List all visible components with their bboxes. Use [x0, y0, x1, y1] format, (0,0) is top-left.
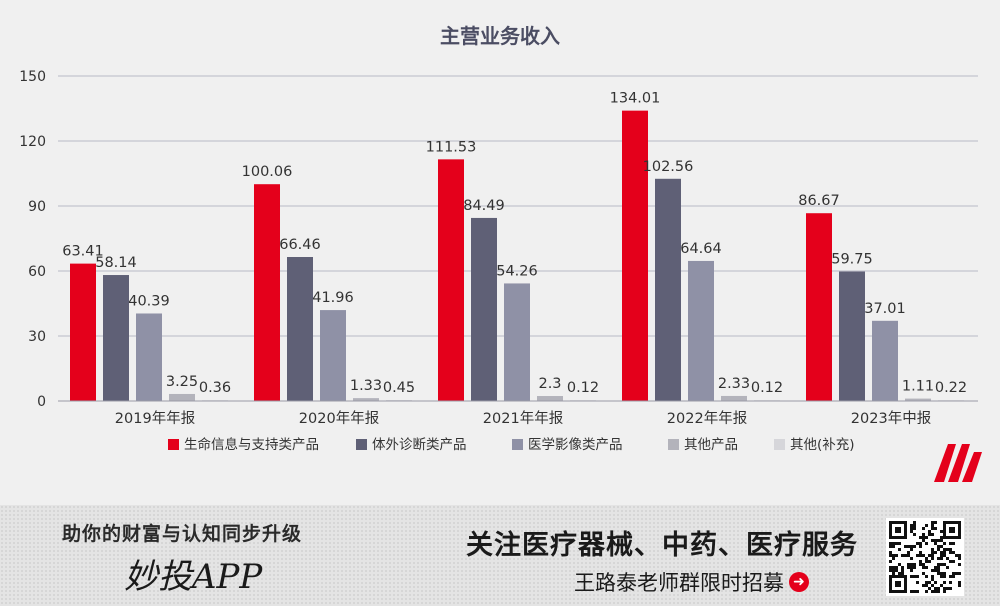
data-label: 0.45: [383, 380, 415, 396]
promo-footer: 助你的财富与认知同步升级 妙投APP 关注医疗器械、中药、医疗服务 王路泰老师群…: [0, 505, 1000, 606]
legend-swatch: [668, 439, 679, 450]
bar: [254, 184, 280, 401]
bar: [504, 283, 530, 401]
bar: [353, 398, 379, 401]
bar: [471, 217, 497, 401]
data-label: 111.53: [426, 139, 477, 155]
bar: [287, 257, 313, 401]
data-label: 1.11: [902, 379, 934, 395]
bar: [320, 310, 346, 401]
bar: [438, 159, 464, 401]
legend-swatch: [774, 439, 785, 450]
grid-layer: 0 30 60 90 120 150: [19, 69, 978, 410]
x-axis: 2019年年报 2020年年报 2021年年报 2022年年报 2023年中报: [58, 400, 978, 427]
bar: [70, 263, 96, 401]
bar: [721, 395, 747, 401]
legend-swatch: [168, 439, 179, 450]
data-label: 3.25: [166, 374, 198, 390]
data-label: 41.96: [312, 290, 354, 306]
bar: [905, 398, 931, 401]
data-label: 134.01: [610, 91, 661, 107]
bar: [688, 260, 714, 401]
data-label: 0.12: [751, 380, 783, 396]
data-label: 37.01: [864, 301, 906, 317]
data-label: 66.46: [279, 237, 321, 253]
x-tick-label: 2022年年报: [667, 410, 747, 427]
recruit-text: 王路泰老师群限时招募: [574, 571, 784, 595]
y-tick-label: 30: [28, 329, 46, 345]
bar: [103, 275, 129, 401]
data-label: 64.64: [680, 241, 722, 257]
legend-label: 体外诊断类产品: [372, 437, 467, 453]
y-tick-label: 150: [19, 69, 46, 85]
data-label: 100.06: [242, 164, 293, 180]
legend-label: 其他产品: [684, 437, 738, 453]
x-tick-label: 2020年年报: [299, 410, 379, 427]
data-label: 2.33: [718, 376, 750, 392]
data-label: 59.75: [831, 252, 873, 268]
arrow-right-icon: ➜: [789, 572, 809, 592]
bar: [806, 213, 832, 401]
bar: [872, 320, 898, 401]
data-label: 0.12: [567, 380, 599, 396]
app-name: 妙投APP: [124, 557, 263, 597]
data-label: 40.39: [128, 293, 170, 309]
data-label: 86.67: [798, 193, 840, 209]
data-label: 102.56: [643, 159, 694, 175]
data-label: 1.33: [350, 378, 382, 394]
legend: 生命信息与支持类产品 体外诊断类产品 医学影像类产品 其他产品 其他(补充): [168, 436, 855, 453]
legend-label: 其他(补充): [790, 437, 855, 453]
recruit-link[interactable]: 王路泰老师群限时招募 ➜: [574, 567, 809, 597]
data-label: 2.3: [538, 376, 561, 392]
data-label: 84.49: [463, 198, 505, 214]
legend-label: 医学影像类产品: [528, 437, 623, 453]
x-tick-label: 2021年年报: [483, 410, 563, 427]
legend-swatch: [356, 439, 367, 450]
bars-layer: [70, 110, 964, 402]
bar: [839, 271, 865, 401]
footer-headline: 关注医疗器械、中药、医疗服务: [466, 530, 858, 561]
data-label: 0.22: [935, 380, 967, 396]
data-label: 0.36: [199, 380, 231, 396]
qr-code-icon[interactable]: [886, 518, 964, 596]
bar: [169, 393, 195, 401]
bar: [622, 110, 648, 402]
y-tick-label: 90: [28, 199, 46, 215]
y-tick-label: 60: [28, 264, 46, 280]
x-tick-label: 2023年中报: [851, 410, 931, 427]
footer-slogan: 助你的财富与认知同步升级: [62, 523, 303, 545]
legend-label: 生命信息与支持类产品: [184, 436, 319, 453]
bar: [136, 313, 162, 401]
y-tick-label: 0: [37, 394, 46, 410]
bar: [655, 178, 681, 401]
data-label: 63.41: [62, 244, 104, 260]
y-tick-label: 120: [19, 134, 46, 150]
data-label: 58.14: [95, 255, 137, 271]
bar: [537, 396, 563, 401]
legend-swatch: [512, 439, 523, 450]
miaotou-logo-icon: [934, 444, 982, 482]
x-tick-label: 2019年年报: [115, 410, 195, 427]
data-label: 54.26: [496, 263, 538, 279]
chart-title: 主营业务收入: [440, 24, 560, 48]
